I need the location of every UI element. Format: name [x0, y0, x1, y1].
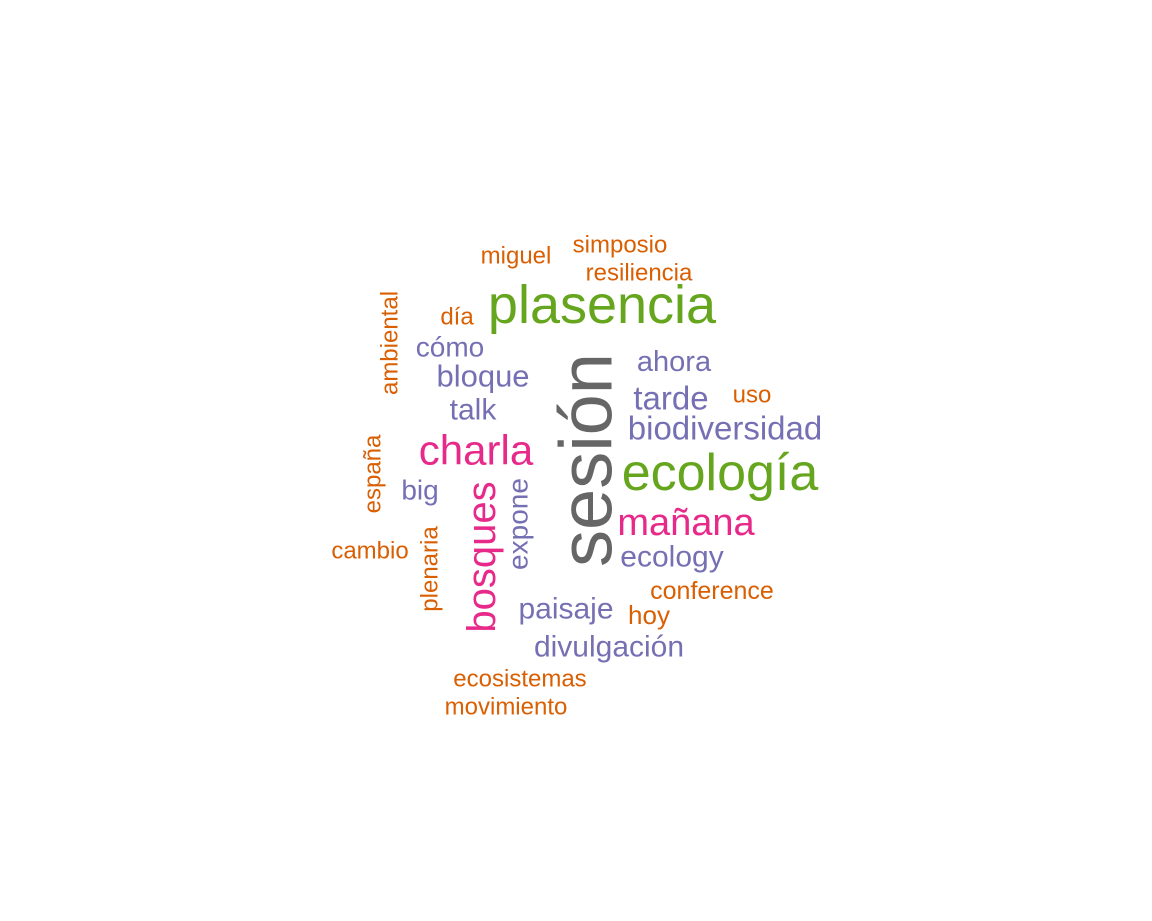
word-simposio: simposio: [573, 232, 668, 259]
word-miguel: miguel: [481, 243, 552, 270]
word-expone: expone: [503, 478, 534, 570]
word-bosques: bosques: [460, 481, 504, 632]
word-ahora: ahora: [637, 346, 712, 378]
word-plenaria: plenaria: [417, 526, 444, 612]
word-paisaje: paisaje: [518, 593, 613, 626]
word-divulgación: divulgación: [534, 631, 684, 664]
word-tarde: tarde: [633, 380, 708, 417]
word-sesión: sesión: [545, 353, 628, 567]
word-cambio: cambio: [331, 538, 408, 565]
word-cómo: cómo: [416, 332, 484, 363]
word-movimiento: movimiento: [445, 694, 568, 721]
word-ecología: ecología: [622, 444, 819, 502]
word-plasencia: plasencia: [488, 275, 717, 335]
word-ambiental: ambiental: [377, 291, 404, 395]
word-día: día: [440, 304, 474, 331]
word-talk: talk: [450, 394, 498, 427]
word-biodiversidad: biodiversidad: [628, 410, 822, 447]
word-ecology: ecology: [620, 541, 723, 574]
word-mañana: mañana: [617, 502, 755, 544]
word-ecosistemas: ecosistemas: [453, 666, 586, 693]
word-uso: uso: [733, 382, 772, 409]
word-resiliencia: resiliencia: [586, 260, 693, 287]
word-conference: conference: [650, 577, 774, 605]
word-hoy: hoy: [628, 600, 670, 630]
word-bloque: bloque: [436, 359, 529, 394]
word-big: big: [401, 475, 438, 506]
word-españa: españa: [360, 434, 387, 513]
word-charla: charla: [419, 427, 534, 474]
